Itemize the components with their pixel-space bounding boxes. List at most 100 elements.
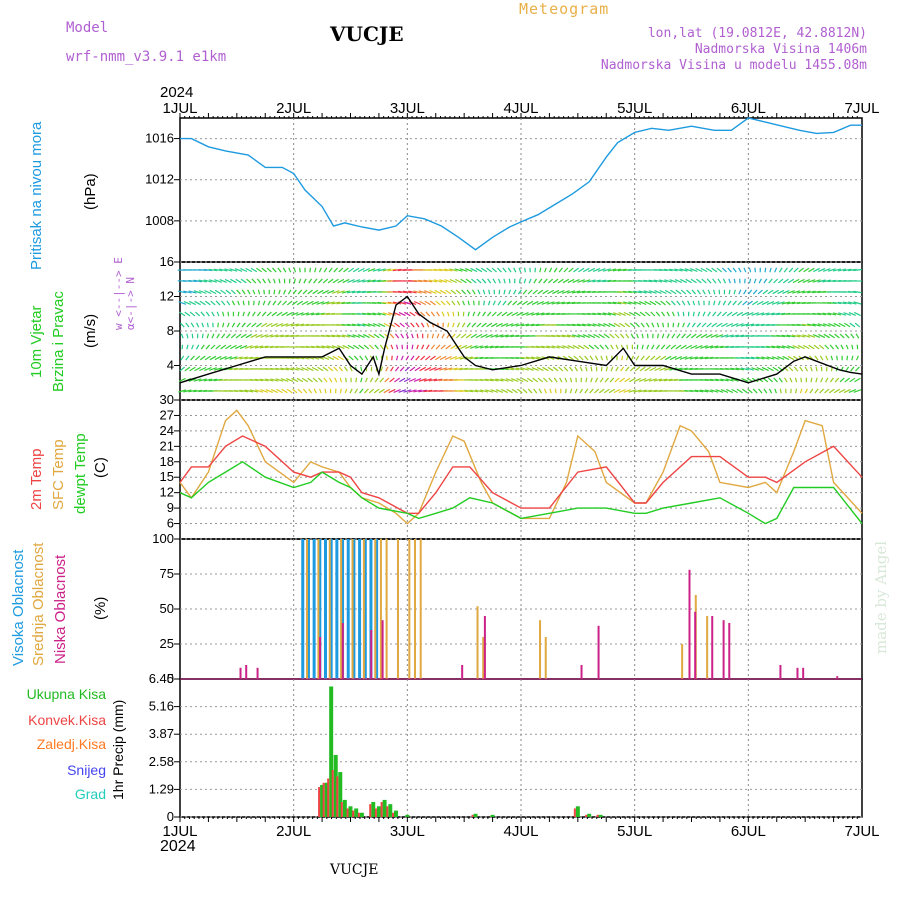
wind-arrow (387, 301, 397, 305)
conv-rain-bar (327, 778, 330, 817)
wind-arrow (398, 389, 407, 393)
wind-arrow (451, 333, 456, 339)
wind-arrow (270, 334, 279, 338)
wind-arrow (767, 366, 774, 372)
wind-arrow (577, 279, 586, 283)
wind-arrow (817, 279, 826, 283)
wind-arrow (275, 323, 284, 327)
wind-arrow (517, 300, 523, 306)
wind-arrow (400, 355, 404, 361)
wind-arrow (331, 290, 340, 294)
wind-arrow (191, 333, 194, 339)
conv-rain-bar (386, 806, 389, 817)
wind-arrow (285, 356, 295, 360)
wind-arrow (240, 278, 247, 284)
x-tick-label-top: 6JUL (731, 100, 766, 117)
wind-arrow (477, 289, 481, 295)
wind-arrow (818, 267, 826, 273)
wind-arrow (293, 278, 296, 284)
wind-arrow (403, 389, 412, 393)
wind-arrow (395, 355, 399, 361)
wind-arrow (682, 322, 685, 328)
wind-arrow (718, 289, 721, 295)
wind-arrow (626, 344, 629, 350)
wind-arrow (614, 377, 620, 383)
wind-arrow (318, 388, 322, 394)
wind-arrow (449, 268, 458, 272)
wind-arrow (610, 344, 614, 350)
wind-arrow (179, 322, 185, 328)
wind-arrow (512, 300, 518, 306)
wind-arrow (362, 333, 370, 339)
wind-arrow (277, 267, 282, 273)
wind-arrow (840, 344, 844, 350)
wind-arrow (402, 290, 412, 294)
total-rain-bar (376, 806, 381, 817)
wind-arrow (674, 279, 683, 283)
wind-arrow (707, 289, 711, 295)
wind-arrow (474, 345, 483, 349)
wind-arrow (352, 279, 361, 283)
wind-arrow (251, 322, 257, 328)
y-tick-label: 16 (160, 254, 174, 269)
wind-arrow (483, 300, 486, 306)
wind-arrow (222, 311, 225, 317)
wind-arrow (542, 289, 549, 295)
wind-arrow (489, 345, 499, 349)
wind-arrow (619, 322, 626, 328)
mid-cloud-bar (396, 539, 399, 679)
wind-arrow (239, 356, 248, 360)
wind-arrow (510, 334, 520, 338)
high-cloud-bar (369, 539, 373, 679)
wind-arrow (600, 355, 604, 361)
wind-arrow (747, 289, 753, 295)
wind-arrow (307, 377, 313, 383)
wind-arrow (715, 345, 724, 349)
wind-arrow (224, 268, 233, 272)
wind-arrow (709, 378, 719, 382)
wind-arrow (604, 377, 609, 383)
wind-arrow (280, 334, 289, 338)
wind-arrow (644, 366, 651, 372)
wind-arrow (446, 311, 450, 317)
wind-arrow (404, 322, 410, 328)
wind-arrow (399, 322, 405, 328)
wind-arrow (640, 322, 645, 328)
wind-arrow (725, 378, 734, 382)
wind-arrow (469, 345, 478, 349)
wind-arrow (585, 366, 588, 372)
wind-arrow (255, 333, 263, 339)
wind-arrow (348, 267, 355, 273)
wind-arrow (675, 344, 682, 350)
wind-arrow (599, 377, 604, 383)
wind-arrow (188, 290, 197, 294)
wind-arrow (444, 367, 453, 371)
total-rain-bar (490, 814, 495, 817)
wind-arrow (585, 377, 588, 383)
wind-arrow (449, 278, 457, 284)
wind-arrow (851, 355, 854, 361)
wind-arrow (728, 289, 731, 295)
wind-arrow (844, 333, 850, 339)
wind-arrow (715, 378, 724, 382)
wind-arrow (701, 322, 707, 328)
wind-arrow (428, 279, 438, 283)
wind-arrow (845, 366, 850, 372)
wind-arrow (726, 388, 734, 394)
wind-arrow (336, 334, 346, 338)
wind-arrow (686, 333, 692, 339)
lonlat-info: lon,lat (19.0812E, 42.8812N) (647, 26, 867, 41)
wind-arrow (528, 278, 532, 284)
wind-arrow (530, 323, 540, 327)
wind-arrow (244, 345, 253, 349)
wind-arrow (561, 334, 571, 338)
wind-arrow (351, 290, 361, 294)
wind-arrow (855, 355, 859, 361)
wind-arrow (227, 311, 230, 317)
wind-arrow (275, 334, 284, 338)
wind-arrow (557, 290, 565, 294)
wind-arrow (214, 367, 223, 371)
wind-arrow (787, 345, 795, 349)
wind-arrow (484, 345, 494, 349)
wind-arrow (301, 300, 309, 306)
